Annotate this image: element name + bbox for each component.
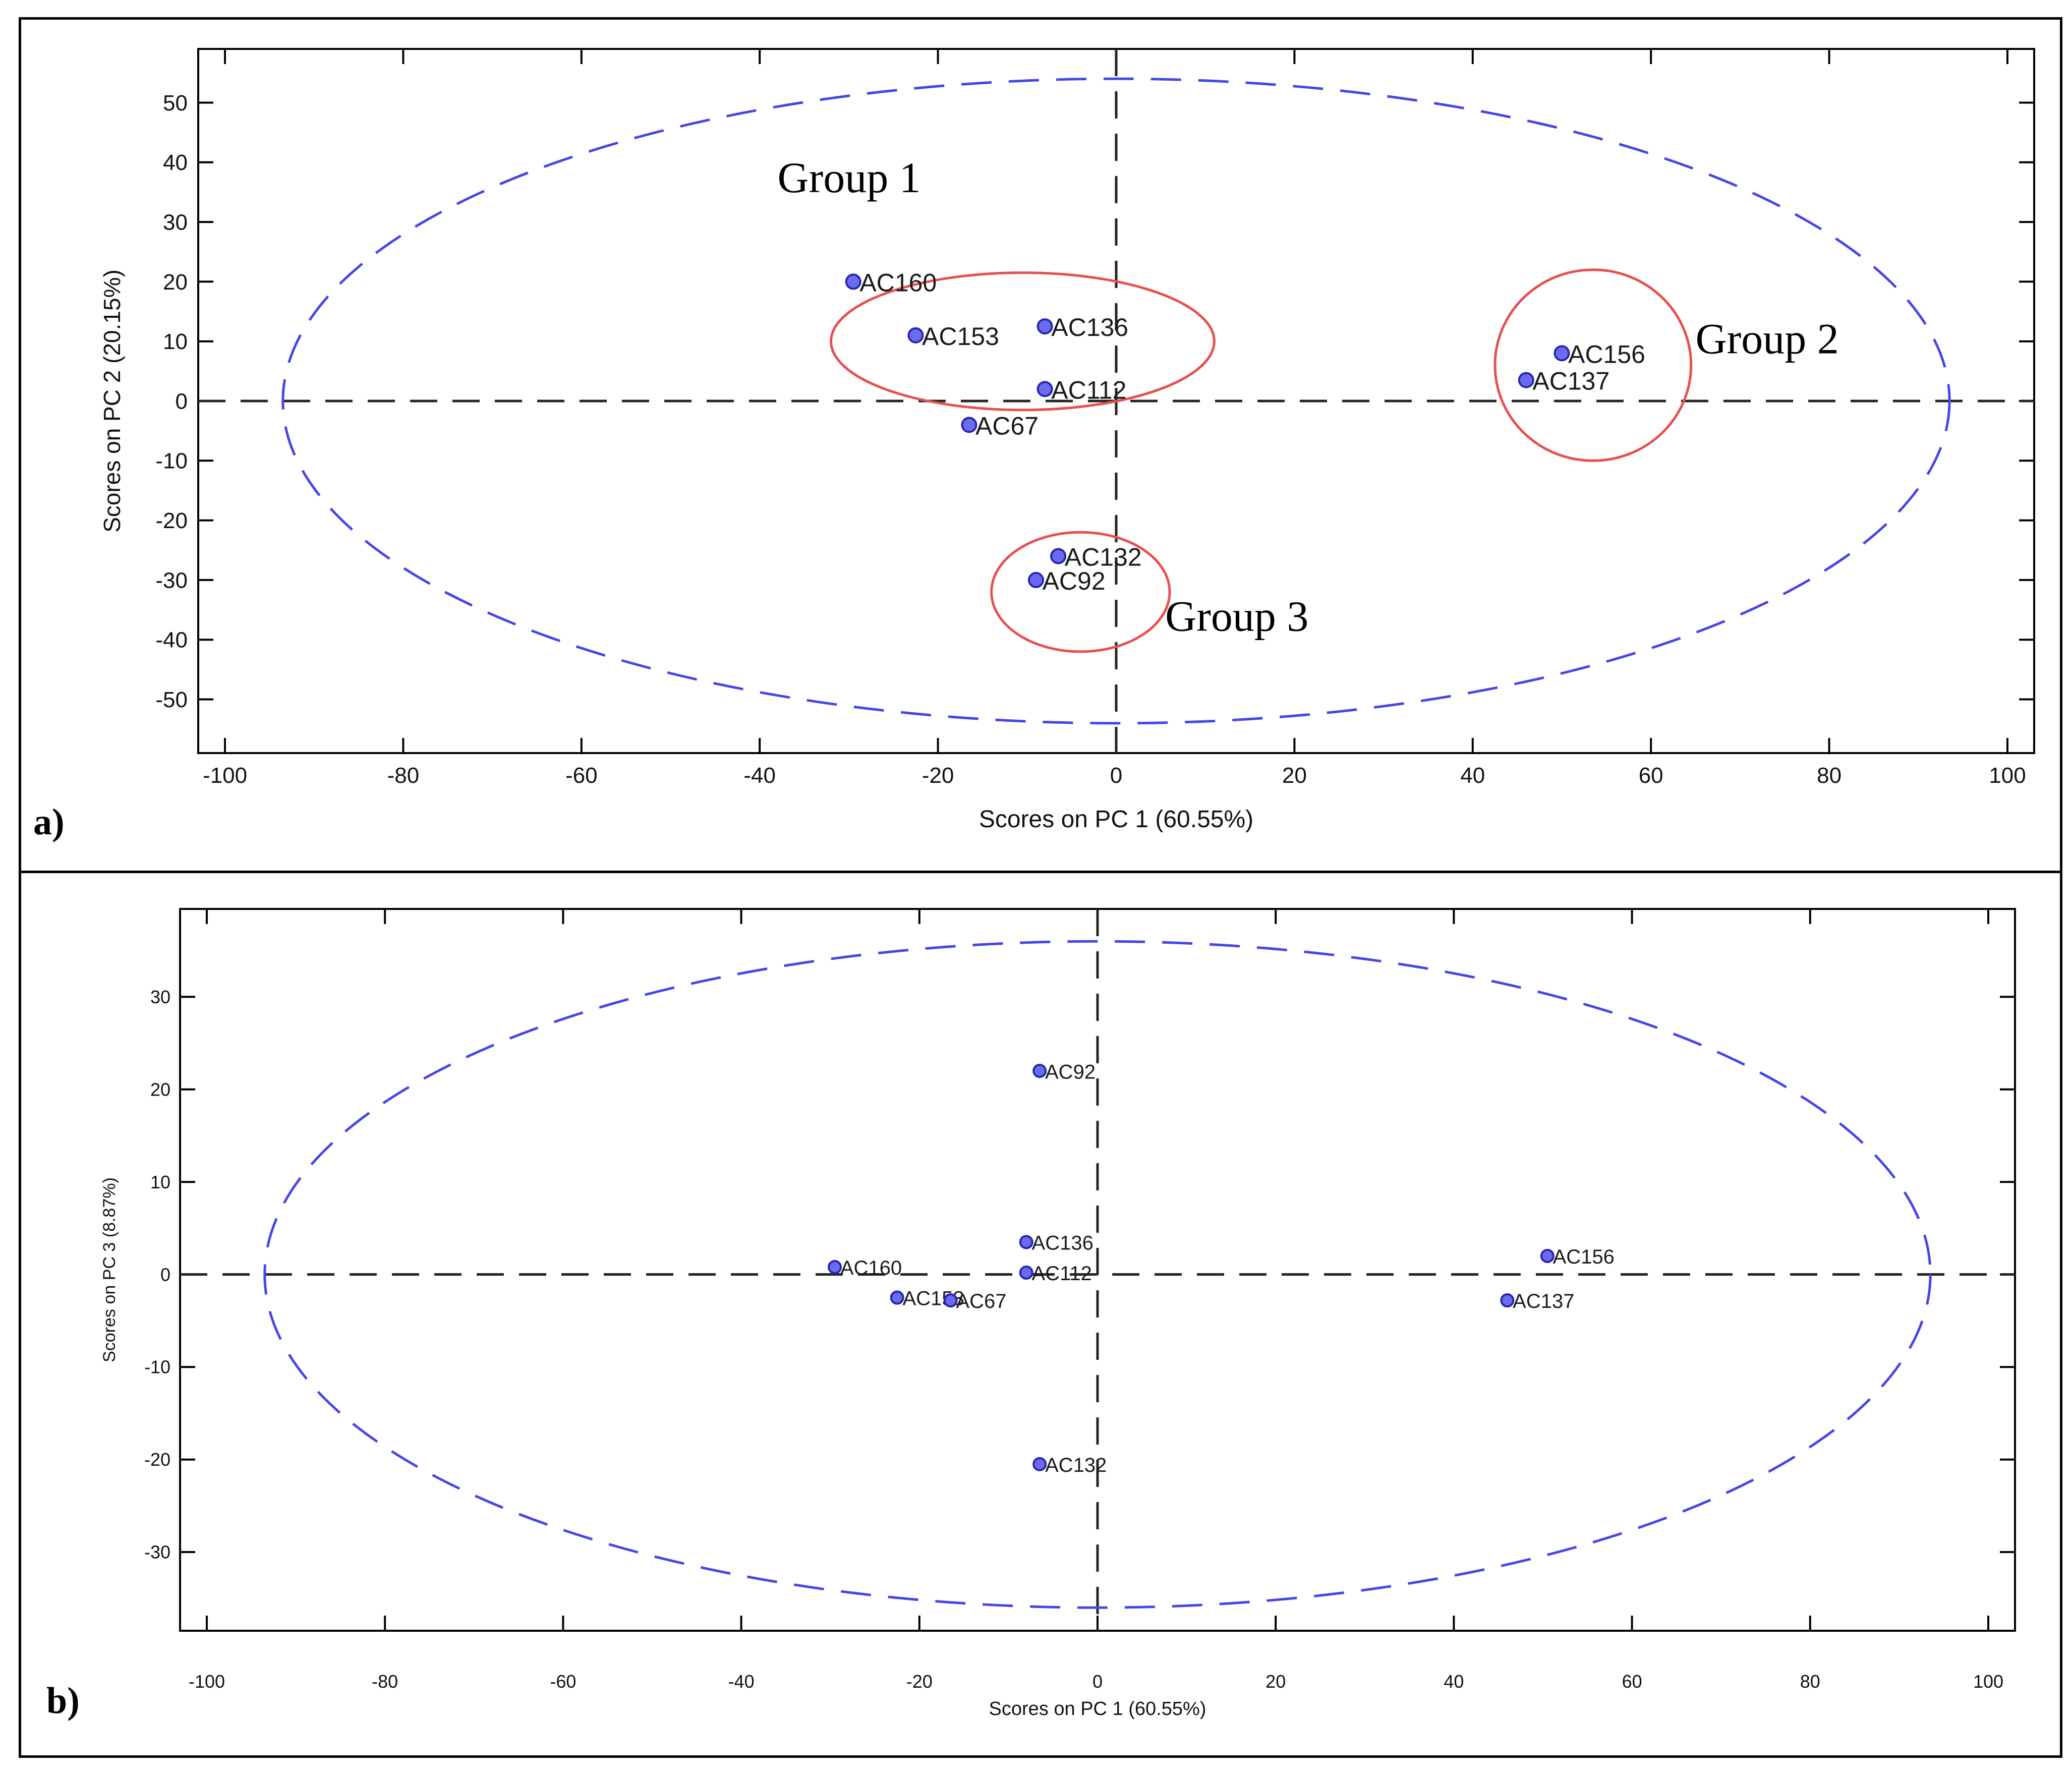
panel-a-label: a) xyxy=(33,801,65,843)
x-tick-label: 100 xyxy=(1989,763,2026,788)
y-tick-label: -40 xyxy=(155,628,188,653)
group-circle xyxy=(990,531,1171,653)
x-tick-label: -80 xyxy=(387,763,420,788)
y-tick-label: 10 xyxy=(163,329,188,354)
data-point-label: AC160 xyxy=(859,268,937,297)
x-tick-label: 0 xyxy=(1110,763,1122,788)
x-axis-label: Scores on PC 1 (60.55%) xyxy=(989,1698,1206,1720)
y-tick-label: -10 xyxy=(144,1357,170,1378)
group-label: Group 2 xyxy=(1696,314,1839,363)
group-label: Group 3 xyxy=(1165,592,1308,640)
panel-a-plot: -100 -80 -60 -40 -20 0 20 40 60 80 100-50-40-30-20… xyxy=(99,48,2035,833)
y-tick-label: -30 xyxy=(155,568,188,593)
data-point-label: AC156 xyxy=(1553,1246,1615,1268)
confidence-ellipse xyxy=(263,940,1932,1609)
data-point-label: AC156 xyxy=(1568,340,1645,368)
x-tick-label: -80 xyxy=(372,1671,398,1692)
data-point xyxy=(1518,372,1534,388)
y-tick-label: 30 xyxy=(150,987,170,1007)
x-tick-label: 20 xyxy=(1282,763,1307,788)
x-axis-label: Scores on PC 1 (60.55%) xyxy=(979,806,1253,833)
x-tick-label: 0 xyxy=(1092,1671,1103,1692)
y-tick-label: 0 xyxy=(160,1264,170,1285)
data-point xyxy=(845,273,861,290)
data-point xyxy=(1019,1235,1033,1249)
data-point-label: AC67 xyxy=(975,412,1039,440)
data-point xyxy=(1032,1457,1047,1471)
x-tick-label: -20 xyxy=(922,763,954,788)
data-point xyxy=(828,1259,842,1274)
y-tick-label: -30 xyxy=(144,1542,170,1563)
x-tick-label: 60 xyxy=(1622,1671,1642,1692)
data-point xyxy=(890,1290,904,1305)
group-circle xyxy=(830,271,1216,412)
data-point xyxy=(1553,345,1570,362)
data-point-label: AC92 xyxy=(1045,1061,1096,1083)
data-point-label: AC137 xyxy=(1513,1290,1574,1312)
y-tick-label: 20 xyxy=(163,270,188,295)
data-point xyxy=(1500,1293,1515,1308)
y-axis-label: Scores on PC 2 (20.15%) xyxy=(99,269,125,533)
y-axis-label: Scores on PC 3 (8.87%) xyxy=(100,1177,119,1362)
data-point xyxy=(1050,548,1067,564)
y-tick-label: 30 xyxy=(163,210,188,235)
y-tick-label: 50 xyxy=(163,91,188,116)
data-point-label: AC137 xyxy=(1532,367,1609,395)
x-tick-label: 20 xyxy=(1265,1671,1286,1692)
data-point xyxy=(1019,1266,1033,1280)
y-tick-label: 10 xyxy=(150,1172,170,1192)
data-point-label: AC153 xyxy=(922,322,999,351)
y-tick-label: 0 xyxy=(176,389,188,414)
data-point-label: AC136 xyxy=(1032,1232,1093,1254)
y-tick-label: -10 xyxy=(155,449,188,474)
data-point xyxy=(961,417,977,433)
figure-frame xyxy=(19,17,2062,1758)
data-point xyxy=(1037,381,1053,397)
group-label: Group 1 xyxy=(778,153,921,202)
y-tick-label: 20 xyxy=(150,1079,170,1100)
confidence-ellipse xyxy=(281,77,1951,725)
data-point xyxy=(1032,1064,1047,1078)
x-tick-label: -100 xyxy=(203,763,247,788)
x-tick-label: 40 xyxy=(1460,763,1485,788)
x-tick-label: 80 xyxy=(1800,1671,1820,1692)
x-tick-label: -60 xyxy=(550,1671,576,1692)
y-tick-label: 40 xyxy=(163,150,188,175)
y-tick-label: -50 xyxy=(155,688,188,712)
x-tick-label: 60 xyxy=(1639,763,1663,788)
data-point-label: AC67 xyxy=(956,1290,1006,1312)
panel-b-plot: -100 -80 -60 -40 -20 0 20 40 60 80 100-30-20-10010… xyxy=(100,908,2016,1720)
x-tick-label: -40 xyxy=(728,1671,755,1692)
data-point-label: AC160 xyxy=(840,1257,902,1279)
x-tick-label: -100 xyxy=(189,1671,225,1692)
x-tick-label: -60 xyxy=(565,763,598,788)
panel-b-label: b) xyxy=(46,1680,80,1722)
data-point-label: AC112 xyxy=(1032,1263,1092,1285)
x-tick-label: 40 xyxy=(1444,1671,1464,1692)
panel-divider xyxy=(19,871,2062,873)
y-tick-label: -20 xyxy=(144,1449,170,1470)
data-point xyxy=(943,1293,958,1308)
data-point-label: AC112 xyxy=(1051,376,1126,404)
data-point xyxy=(1027,571,1044,588)
x-tick-label: 100 xyxy=(1973,1671,2003,1692)
data-point-label: AC132 xyxy=(1065,543,1142,571)
x-tick-label: 80 xyxy=(1817,763,1841,788)
x-tick-label: -20 xyxy=(906,1671,933,1692)
data-point xyxy=(907,327,924,343)
data-point-label: AC132 xyxy=(1045,1454,1107,1476)
data-point-label: AC136 xyxy=(1051,313,1128,341)
x-tick-label: -40 xyxy=(743,763,776,788)
group-circle xyxy=(1493,268,1693,462)
data-point-label: AC92 xyxy=(1043,567,1106,595)
data-point xyxy=(1540,1248,1555,1263)
y-tick-label: -20 xyxy=(155,508,188,533)
data-point xyxy=(1037,318,1053,335)
